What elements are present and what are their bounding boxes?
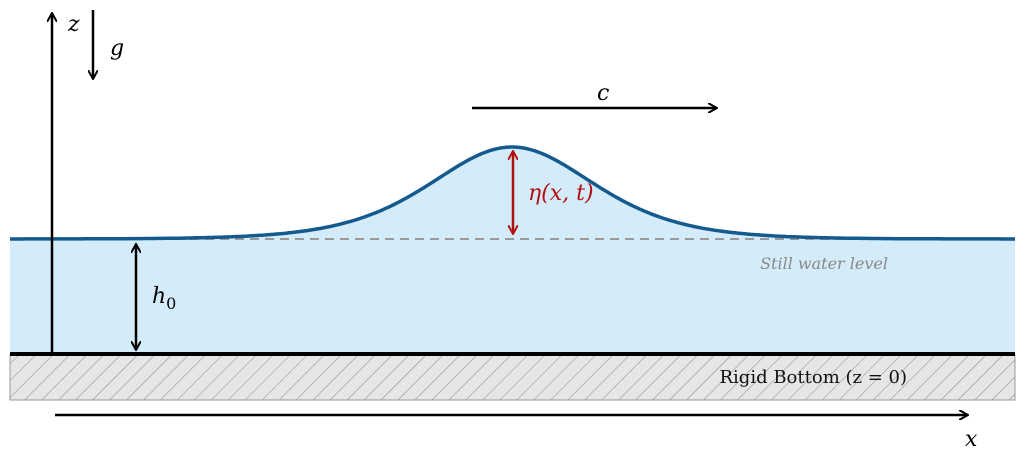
z-label: z	[67, 12, 80, 37]
still-water-label: Still water level	[760, 254, 888, 273]
x-label: x	[965, 427, 978, 452]
bottom-hatch	[9, 354, 1016, 401]
bottom-label: Rigid Bottom (z = 0)	[720, 367, 908, 388]
water	[10, 147, 1015, 354]
h0-subscript: 0	[166, 294, 176, 313]
wave-surface	[10, 145, 1015, 241]
g-label: g	[110, 36, 124, 61]
eta-label: η(x, t)	[528, 181, 594, 206]
h0-symbol: h	[152, 284, 166, 309]
c-label: c	[597, 81, 609, 106]
h0-label: h0	[152, 284, 176, 313]
